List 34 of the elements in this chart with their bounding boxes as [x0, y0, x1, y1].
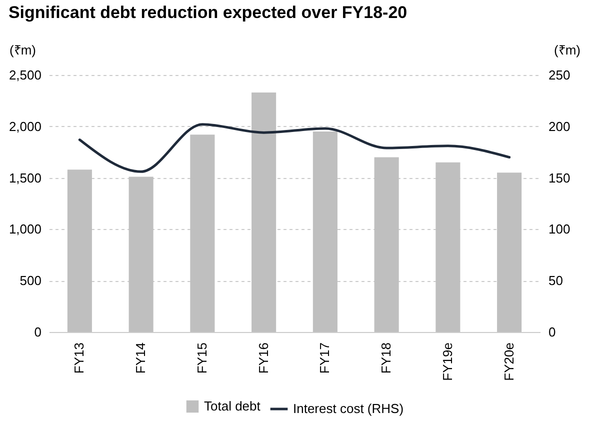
y-tick-label: 1,000	[8, 222, 42, 237]
bar	[252, 92, 276, 332]
y2-tick-label: 150	[548, 170, 570, 186]
x-tick-label: FY16	[256, 342, 271, 374]
y-tick-label: 2,000	[8, 118, 42, 134]
y2-tick-label: 200	[548, 118, 570, 134]
bar	[497, 172, 522, 332]
x-tick-label: FY15	[194, 342, 210, 374]
bar	[128, 176, 154, 332]
bar	[190, 134, 215, 332]
y-axis-title: (₹m)	[10, 42, 36, 58]
x-tick-label: FY14	[133, 342, 148, 374]
line-series	[78, 123, 511, 173]
bar	[312, 132, 338, 332]
x-tick-label: FY17	[317, 342, 332, 374]
y2-tick-label: 0	[548, 324, 556, 340]
y-tick-label: 2,500	[8, 68, 42, 82]
bar	[374, 157, 399, 332]
bar	[436, 162, 460, 332]
y2-tick-label: 50	[548, 273, 563, 288]
x-tick-label: FY19e	[440, 342, 455, 381]
bar	[67, 170, 92, 332]
y2-tick-label: 250	[548, 68, 570, 82]
y2-tick-label: 100	[548, 222, 570, 237]
chart-title: Significant debt reduction expected over FY18-20	[8, 3, 408, 22]
y-tick-label: 0	[34, 324, 42, 340]
y-tick-label: 500	[20, 273, 42, 288]
y2-axis-title: (₹m)	[554, 42, 580, 58]
legend-label: Total debt	[204, 398, 261, 414]
y-tick-label: 1,500	[8, 170, 42, 186]
x-tick-label: FY20e	[501, 342, 516, 381]
legend-label: Interest cost (RHS)	[293, 401, 404, 416]
x-tick-label: FY13	[72, 342, 87, 374]
x-tick-label: FY18	[378, 342, 394, 374]
